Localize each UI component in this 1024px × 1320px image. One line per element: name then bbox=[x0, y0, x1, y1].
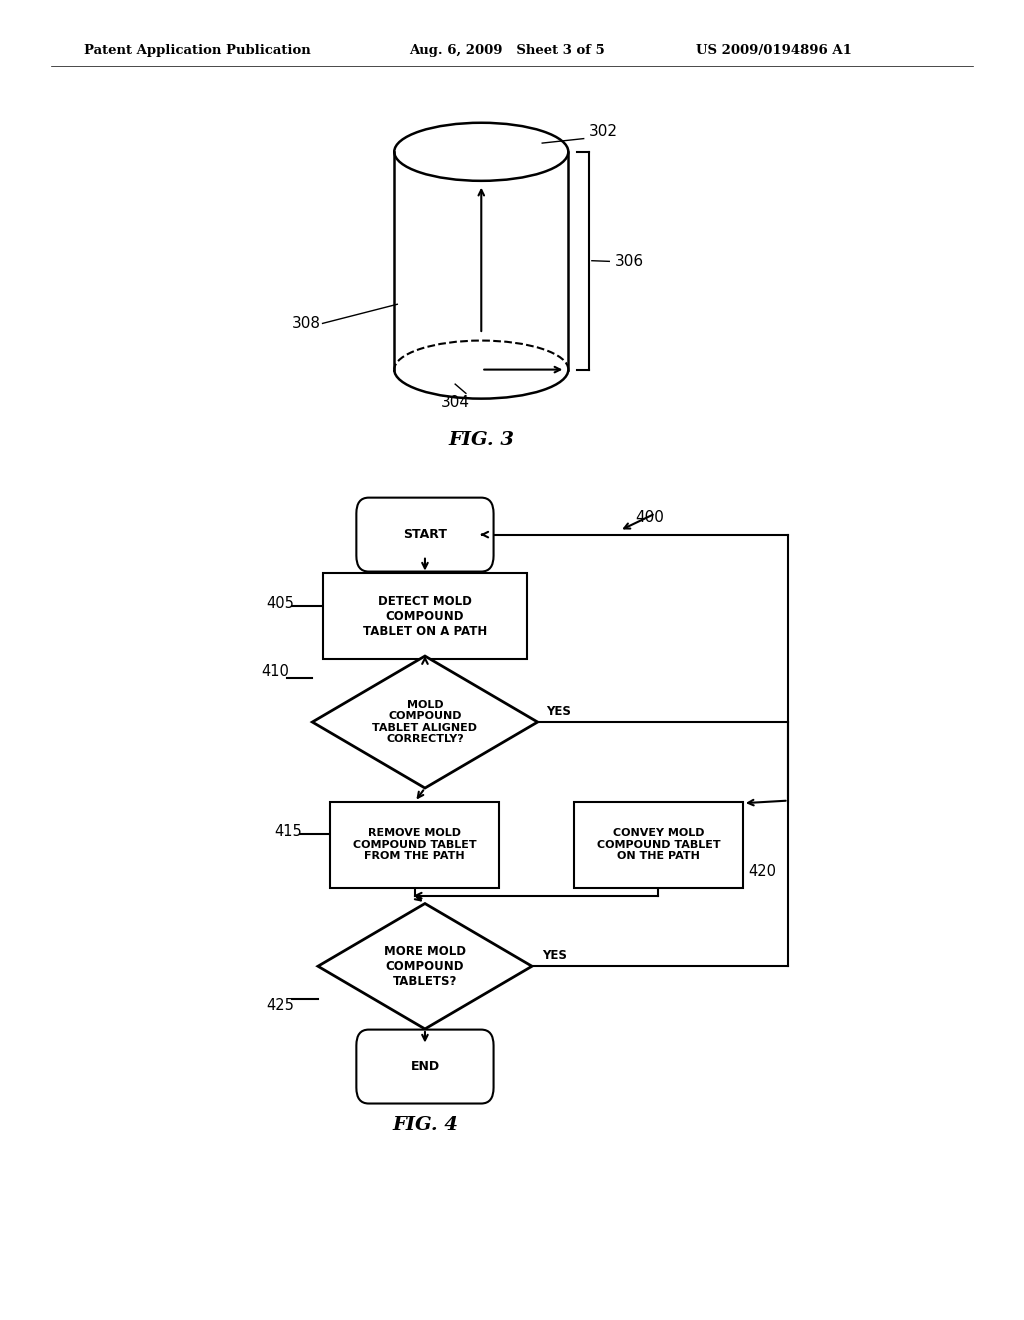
Text: MORE MOLD
COMPOUND
TABLETS?: MORE MOLD COMPOUND TABLETS? bbox=[384, 945, 466, 987]
FancyBboxPatch shape bbox=[356, 498, 494, 572]
Text: MOLD
COMPOUND
TABLET ALIGNED
CORRECTLY?: MOLD COMPOUND TABLET ALIGNED CORRECTLY? bbox=[373, 700, 477, 744]
Text: FIG. 3: FIG. 3 bbox=[449, 430, 514, 449]
FancyBboxPatch shape bbox=[356, 1030, 494, 1104]
Text: 410: 410 bbox=[261, 664, 289, 680]
Text: YES: YES bbox=[546, 705, 570, 718]
Bar bbox=[573, 801, 743, 887]
Polygon shape bbox=[312, 656, 538, 788]
Text: US 2009/0194896 A1: US 2009/0194896 A1 bbox=[696, 44, 852, 57]
Text: FIG. 4: FIG. 4 bbox=[392, 1115, 458, 1134]
Text: NO: NO bbox=[433, 1035, 454, 1048]
Text: YES: YES bbox=[543, 949, 567, 962]
Text: REMOVE MOLD
COMPOUND TABLET
FROM THE PATH: REMOVE MOLD COMPOUND TABLET FROM THE PAT… bbox=[353, 828, 476, 862]
Text: 306: 306 bbox=[614, 253, 643, 269]
Text: CONVEY MOLD
COMPOUND TABLET
ON THE PATH: CONVEY MOLD COMPOUND TABLET ON THE PATH bbox=[597, 828, 720, 862]
Text: 304: 304 bbox=[441, 395, 470, 411]
Text: 400: 400 bbox=[635, 510, 664, 525]
Text: END: END bbox=[411, 1060, 439, 1073]
Polygon shape bbox=[317, 903, 532, 1030]
Text: DETECT MOLD
COMPOUND
TABLET ON A PATH: DETECT MOLD COMPOUND TABLET ON A PATH bbox=[362, 595, 487, 638]
Text: START: START bbox=[403, 528, 446, 541]
Text: Patent Application Publication: Patent Application Publication bbox=[84, 44, 310, 57]
Text: 308: 308 bbox=[292, 315, 321, 331]
Bar bbox=[330, 801, 499, 887]
Text: Aug. 6, 2009   Sheet 3 of 5: Aug. 6, 2009 Sheet 3 of 5 bbox=[410, 44, 605, 57]
Text: 425: 425 bbox=[266, 998, 295, 1014]
Text: 405: 405 bbox=[266, 595, 294, 611]
Text: 420: 420 bbox=[748, 863, 776, 879]
Text: 302: 302 bbox=[589, 124, 617, 140]
Text: NO: NO bbox=[433, 801, 454, 814]
Bar bbox=[323, 573, 527, 660]
Text: 415: 415 bbox=[273, 824, 302, 840]
